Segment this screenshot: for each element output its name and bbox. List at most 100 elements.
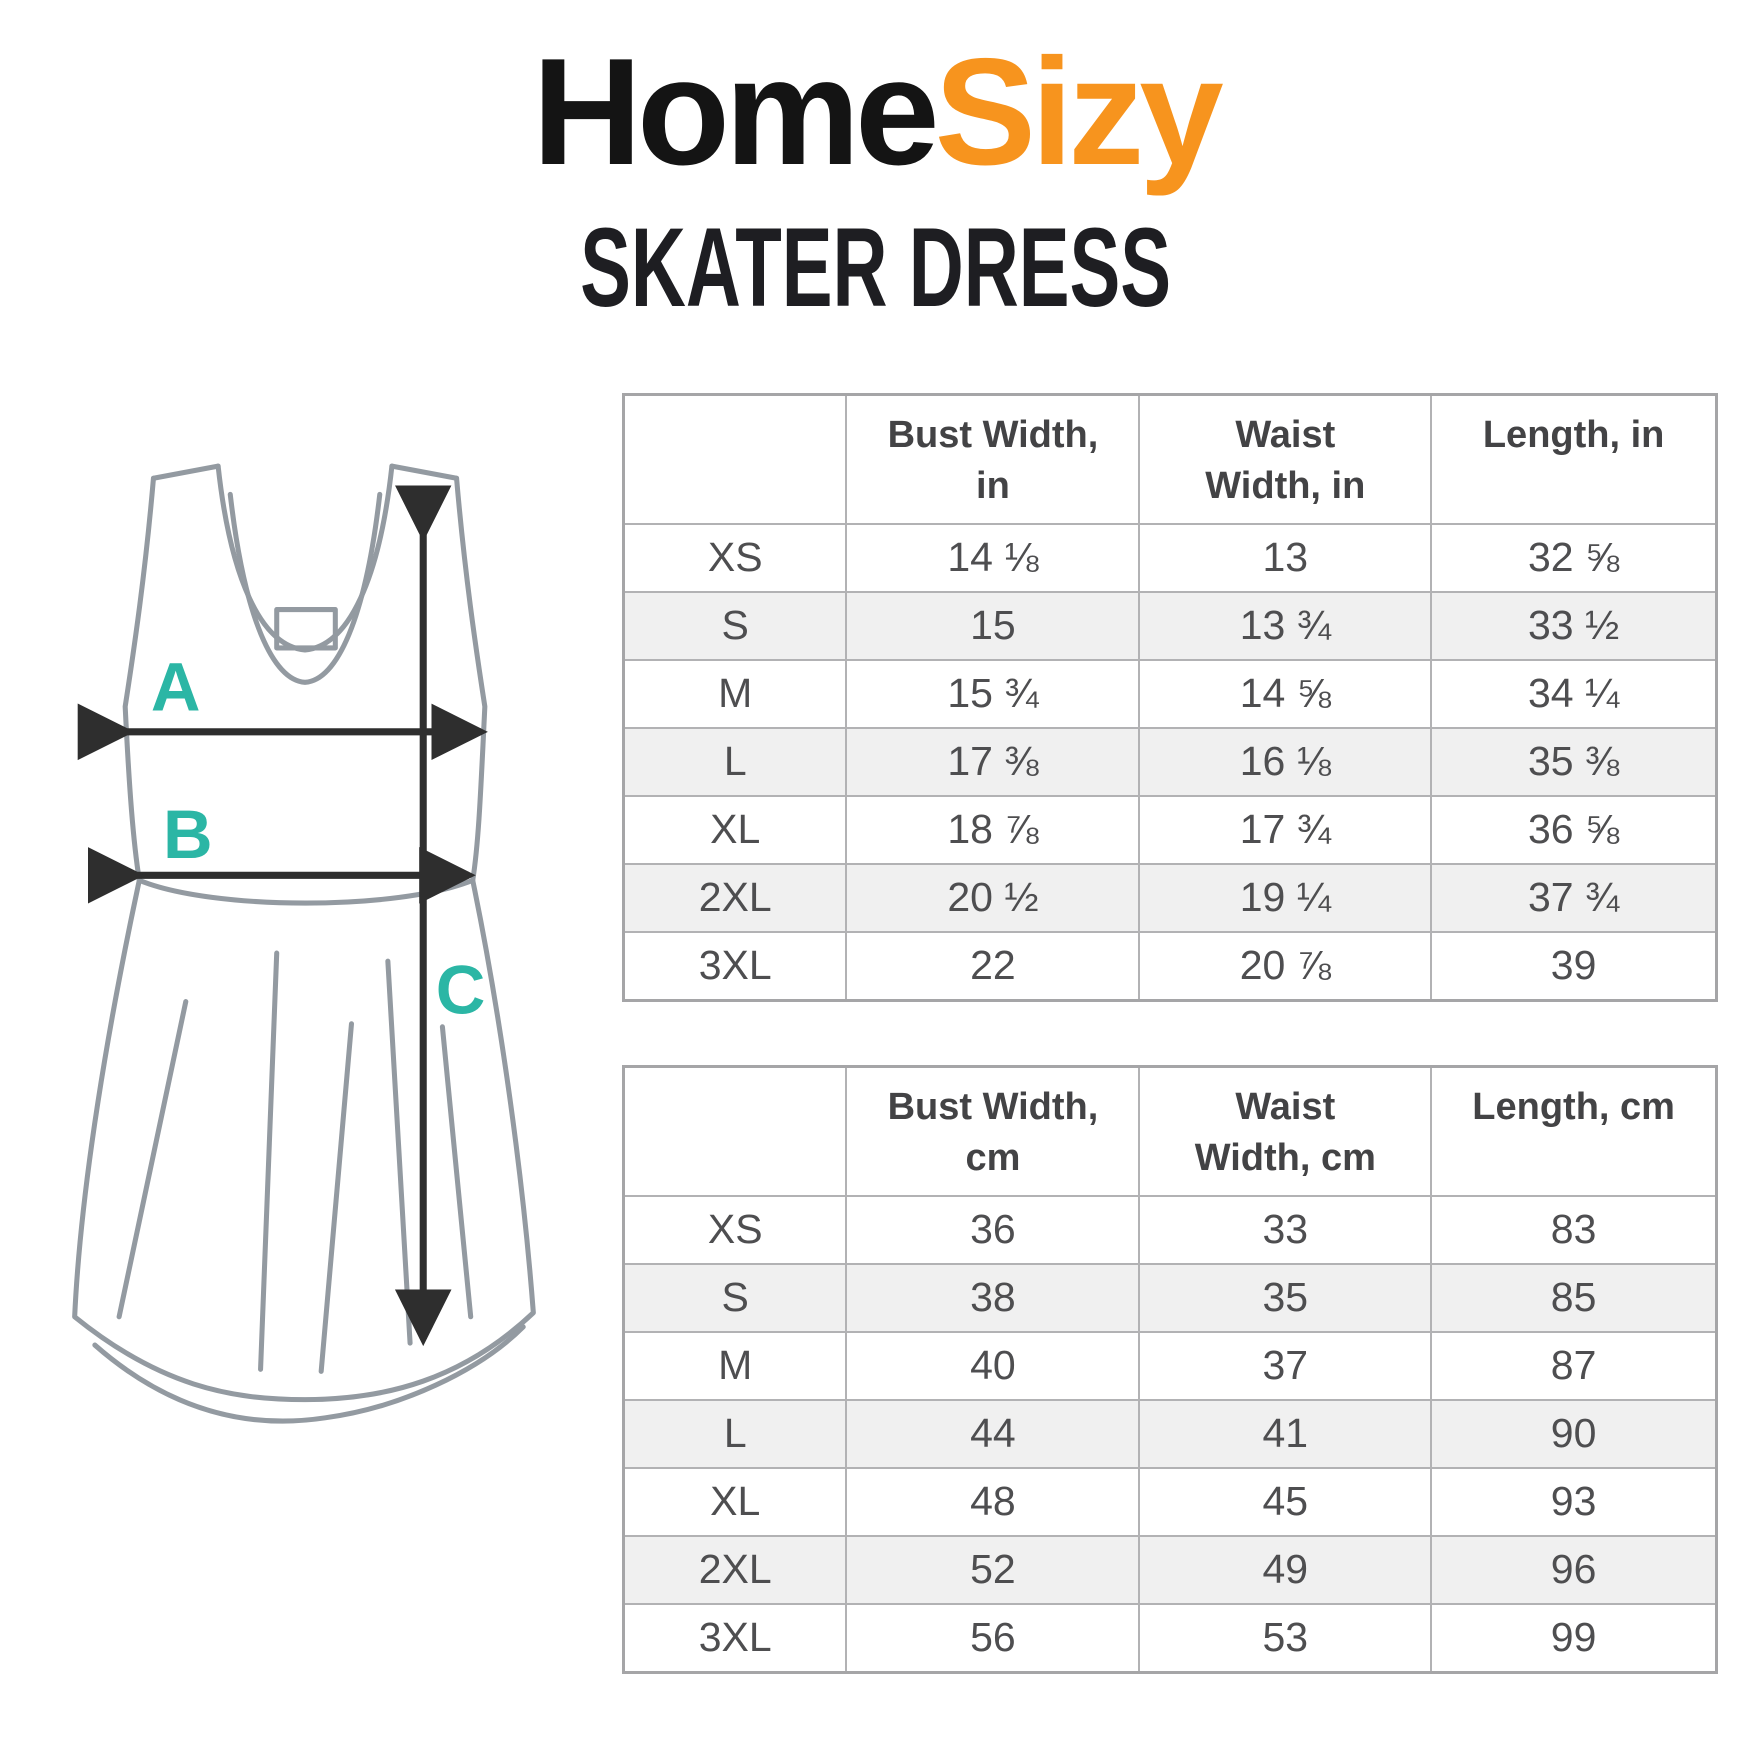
header-row: Bust Width, in Waist Width, in Length, in (622, 393, 1718, 525)
value-cell: 49 (1138, 1534, 1433, 1605)
logo-part-home: Home (532, 27, 939, 197)
value-cell: 34 ¼ (1430, 658, 1718, 729)
size-cell: 3XL (622, 930, 848, 1002)
value-cell: 53 (1138, 1602, 1433, 1674)
value-cell: 33 (1138, 1194, 1433, 1265)
size-cell: XL (622, 794, 848, 865)
table-row: S 38 35 85 (622, 1262, 1718, 1333)
value-cell: 17 ⅜ (845, 726, 1141, 797)
value-cell: 87 (1430, 1330, 1718, 1401)
measurement-labels: A B C (151, 649, 486, 1029)
skirt-fold (258, 950, 280, 1372)
value-cell: 45 (1138, 1466, 1433, 1537)
size-cell: XL (622, 1466, 848, 1537)
dress-diagram: A B C (72, 463, 536, 1424)
value-cell: 38 (845, 1262, 1141, 1333)
hem-underlayer (92, 1324, 526, 1424)
size-cell: S (622, 590, 848, 661)
value-cell: 41 (1138, 1398, 1433, 1469)
value-cell: 39 (1430, 930, 1718, 1002)
value-cell: 20 ½ (845, 862, 1141, 933)
product-title-text: SKATER DRESS (579, 205, 1172, 330)
skirt-fold (318, 1021, 355, 1374)
size-cell: 3XL (622, 1602, 848, 1674)
value-cell: 15 (845, 590, 1141, 661)
value-cell: 37 ¾ (1430, 862, 1718, 933)
table-row: XS 14 ⅛ 13 32 ⅝ (622, 522, 1718, 593)
skirt-fold (439, 1024, 474, 1320)
value-cell: 14 ⅝ (1138, 658, 1433, 729)
size-cell: S (622, 1262, 848, 1333)
table-row: S 15 13 ¾ 33 ½ (622, 590, 1718, 661)
neck-tag (274, 607, 338, 651)
table-row: XS 36 33 83 (622, 1194, 1718, 1265)
value-cell: 35 (1138, 1262, 1433, 1333)
table-row: 2XL 52 49 96 (622, 1534, 1718, 1605)
brand-logo: HomeSizy (0, 36, 1751, 188)
size-cell: XS (622, 522, 848, 593)
column-header: Bust Width, in (845, 393, 1141, 525)
size-cell: 2XL (622, 862, 848, 933)
value-cell: 22 (845, 930, 1141, 1002)
table-row: 3XL 56 53 99 (622, 1602, 1718, 1674)
logo-text: HomeSizy (532, 27, 1224, 197)
size-cell: L (622, 726, 848, 797)
bust-label: A (151, 649, 201, 726)
table-row: XL 48 45 93 (622, 1466, 1718, 1537)
header-row: Bust Width, cm Waist Width, cm Length, cm (622, 1065, 1718, 1197)
measurement-arrows (77, 485, 488, 1347)
product-title: SKATER DRESS (0, 212, 1751, 324)
column-header (622, 1065, 848, 1197)
value-cell: 13 (1138, 522, 1433, 593)
value-cell: 35 ⅜ (1430, 726, 1718, 797)
value-cell: 13 ¾ (1138, 590, 1433, 661)
logo-part-sizy: Sizy (934, 27, 1224, 197)
value-cell: 17 ¾ (1138, 794, 1433, 865)
value-cell: 36 ⅝ (1430, 794, 1718, 865)
column-header: Length, in (1430, 393, 1718, 525)
value-cell: 33 ½ (1430, 590, 1718, 661)
table-row: M 40 37 87 (622, 1330, 1718, 1401)
value-cell: 16 ⅛ (1138, 726, 1433, 797)
value-cell: 93 (1430, 1466, 1718, 1537)
value-cell: 52 (845, 1534, 1141, 1605)
size-cell: M (622, 1330, 848, 1401)
value-cell: 90 (1430, 1398, 1718, 1469)
value-cell: 19 ¼ (1138, 862, 1433, 933)
size-cell: XS (622, 1194, 848, 1265)
value-cell: 15 ¾ (845, 658, 1141, 729)
column-header: Waist Width, in (1138, 393, 1433, 525)
table-row: 2XL 20 ½ 19 ¼ 37 ¾ (622, 862, 1718, 933)
column-header: Waist Width, cm (1138, 1065, 1433, 1197)
value-cell: 96 (1430, 1534, 1718, 1605)
size-cell: 2XL (622, 1534, 848, 1605)
value-cell: 99 (1430, 1602, 1718, 1674)
table-row: L 44 41 90 (622, 1398, 1718, 1469)
value-cell: 14 ⅛ (845, 522, 1141, 593)
value-cell: 32 ⅝ (1430, 522, 1718, 593)
dress-outline (72, 463, 536, 1424)
table-row: L 17 ⅜ 16 ⅛ 35 ⅜ (622, 726, 1718, 797)
value-cell: 85 (1430, 1262, 1718, 1333)
table-row: 3XL 22 20 ⅞ 39 (622, 930, 1718, 1002)
table-row: M 15 ¾ 14 ⅝ 34 ¼ (622, 658, 1718, 729)
waist-label: B (163, 796, 213, 873)
value-cell: 83 (1430, 1194, 1718, 1265)
size-chart-table-cm: Bust Width, cm Waist Width, cm Length, cm X… (622, 1065, 1718, 1674)
column-header (622, 393, 848, 525)
column-header: Bust Width, cm (845, 1065, 1141, 1197)
value-cell: 48 (845, 1466, 1141, 1537)
size-cell: M (622, 658, 848, 729)
value-cell: 20 ⅞ (1138, 930, 1433, 1002)
skirt-fold (116, 999, 189, 1320)
value-cell: 18 ⅞ (845, 794, 1141, 865)
value-cell: 37 (1138, 1330, 1433, 1401)
value-cell: 40 (845, 1330, 1141, 1401)
neckline-outer (215, 463, 395, 653)
right-strap-top (389, 463, 460, 481)
value-cell: 36 (845, 1194, 1141, 1265)
column-header: Length, cm (1430, 1065, 1718, 1197)
table-row: XL 18 ⅞ 17 ¾ 36 ⅝ (622, 794, 1718, 865)
neckline-inner (227, 491, 383, 685)
